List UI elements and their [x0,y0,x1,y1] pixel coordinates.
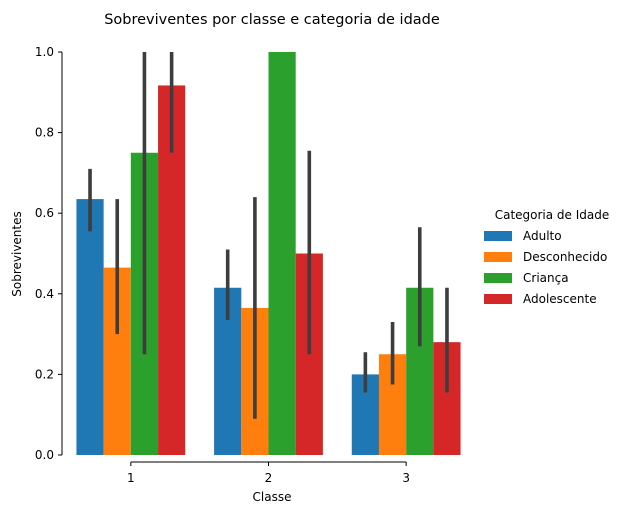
legend-swatch-crian-a [484,273,512,283]
bar-adulto-classe-1 [76,199,104,455]
y-axis: 0.0 0.2 0.4 0.6 0.8 1.0 [35,45,63,462]
y-tick-label: 0.2 [35,367,54,381]
legend: Categoria de Idade Adulto Desconhecido Cri… [484,208,609,306]
legend-swatch-desconhecido [484,252,512,262]
legend-swatch-adulto [484,231,512,241]
bars-layer [76,52,461,455]
bar-crian-a-classe-2 [268,52,296,455]
legend-swatch-adolescente [484,294,512,304]
y-tick-label: 0.0 [35,448,54,462]
error-bars-layer [88,52,449,419]
x-axis-label: Classe [253,490,292,504]
x-tick-label: 3 [402,471,410,485]
legend-label-crian-a: Criança [523,271,569,285]
x-tick-label: 1 [127,471,135,485]
x-tick-label: 2 [265,471,273,485]
y-tick-label: 0.8 [35,126,54,140]
chart-title: Sobreviventes por classe e categoria de … [104,12,440,28]
y-tick-label: 0.4 [35,287,54,301]
legend-title: Categoria de Idade [495,208,610,222]
legend-label-desconhecido: Desconhecido [523,250,607,264]
x-axis: 1 2 3 [127,461,410,485]
y-tick-label: 0.6 [35,206,54,220]
y-tick-label: 1.0 [35,45,54,59]
y-axis-label: Sobreviventes [10,211,24,297]
legend-label-adolescente: Adolescente [523,292,597,306]
legend-label-adulto: Adulto [523,229,562,243]
